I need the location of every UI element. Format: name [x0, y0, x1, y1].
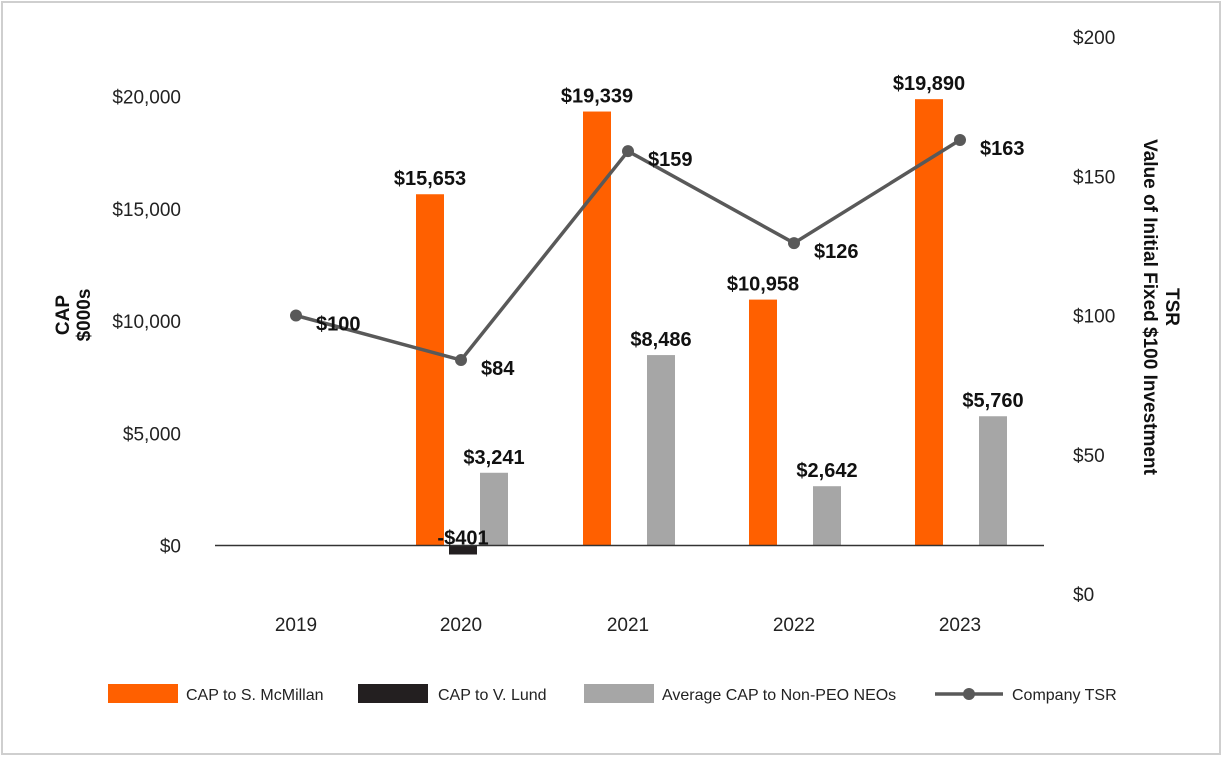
legend-label-company-tsr: Company TSR [1012, 687, 1117, 704]
legend-swatch-average-cap-to-non-peo-neos [584, 684, 654, 703]
legend-swatch-cap-to-s-mcmillan [108, 684, 178, 703]
bar-average-cap-to-non-peo-neos-2022 [813, 486, 841, 546]
y-right-title-line: TSR [1161, 288, 1182, 326]
y-left-tick-label: $10,000 [112, 312, 181, 333]
bars-layer [416, 99, 1007, 555]
y-left-tick-label: $5,000 [123, 424, 181, 445]
y-left-tick-label: $20,000 [112, 88, 181, 109]
bar-cap-to-s-mcmillan-2020 [416, 194, 444, 546]
x-tick-label: 2022 [773, 615, 815, 636]
tsr-point-2023 [954, 134, 966, 147]
tsr-label-2022: $126 [814, 241, 859, 263]
tsr-label-2019: $100 [316, 314, 361, 336]
tsr-line-layer [290, 134, 966, 367]
x-tick-label: 2020 [440, 615, 482, 636]
y-left-title: CAP$000s [53, 289, 95, 342]
axes-layer: $0$5,000$10,000$15,000$20,000$0$50$100$1… [53, 28, 1182, 636]
bar-cap-to-s-mcmillan-2022 [749, 299, 777, 546]
x-tick-label: 2021 [607, 615, 649, 636]
legend-label-cap-to-s-mcmillan: CAP to S. McMillan [186, 687, 324, 704]
bar-cap-to-s-mcmillan-2021 [583, 111, 611, 546]
bar-cap-to-v-lund-2020 [449, 545, 477, 555]
data-label-cap-to-s-mcmillan-2022: $10,958 [727, 274, 799, 296]
tsr-point-2019 [290, 309, 302, 322]
x-tick-label: 2023 [939, 615, 981, 636]
y-right-tick-label: $100 [1073, 307, 1115, 328]
y-right-title: TSRValue of Initial Fixed $100 Investmen… [1139, 139, 1182, 475]
legend-swatch-cap-to-v-lund [358, 684, 428, 703]
data-label-cap-to-v-lund-2020: -$401 [437, 528, 488, 550]
data-label-average-cap-to-non-peo-neos-2020: $3,241 [463, 447, 524, 469]
data-label-average-cap-to-non-peo-neos-2023: $5,760 [962, 390, 1023, 412]
legend-label-cap-to-v-lund: CAP to V. Lund [438, 687, 547, 704]
y-right-tick-label: $150 [1073, 167, 1115, 188]
data-label-average-cap-to-non-peo-neos-2022: $2,642 [796, 460, 857, 482]
legend-label-average-cap-to-non-peo-neos: Average CAP to Non-PEO NEOs [662, 687, 896, 704]
data-label-cap-to-s-mcmillan-2023: $19,890 [893, 73, 965, 95]
y-right-tick-label: $50 [1073, 446, 1105, 467]
y-left-tick-label: $15,000 [112, 200, 181, 221]
y-left-title-line: CAP [53, 295, 74, 335]
tsr-point-2022 [788, 237, 800, 250]
data-label-cap-to-s-mcmillan-2021: $19,339 [561, 86, 633, 108]
legend: CAP to S. McMillan CAP to V. Lund Average … [108, 684, 1117, 704]
x-tick-label: 2019 [275, 615, 317, 636]
bar-average-cap-to-non-peo-neos-2020 [480, 472, 508, 546]
bar-average-cap-to-non-peo-neos-2021 [647, 355, 675, 546]
bar-average-cap-to-non-peo-neos-2023 [979, 416, 1007, 546]
data-label-average-cap-to-non-peo-neos-2021: $8,486 [630, 329, 691, 351]
y-left-tick-label: $0 [160, 537, 181, 558]
y-left-title-line: $000s [74, 289, 95, 342]
tsr-label-2023: $163 [980, 138, 1025, 160]
bar-cap-to-s-mcmillan-2023 [915, 99, 943, 546]
tsr-label-2020: $84 [481, 358, 515, 380]
legend-marker-company-tsr [963, 688, 975, 700]
data-labels-layer: $15,653 $19,339 $10,958 $19,890 -$401 $3,241 $… [316, 73, 1025, 549]
tsr-point-2021 [622, 145, 634, 158]
y-right-tick-label: $0 [1073, 585, 1094, 606]
y-right-title-line: Value of Initial Fixed $100 Investment [1139, 139, 1160, 475]
data-label-cap-to-s-mcmillan-2020: $15,653 [394, 168, 466, 190]
tsr-point-2020 [455, 354, 467, 367]
y-right-tick-label: $200 [1073, 28, 1115, 49]
tsr-label-2021: $159 [648, 149, 693, 171]
